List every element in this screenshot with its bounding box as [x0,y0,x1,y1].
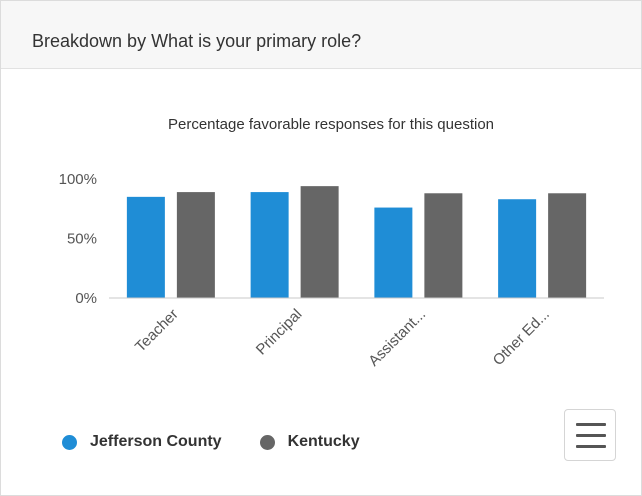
legend-swatch-jefferson-county [62,434,77,450]
x-tick-label: Assistant... [365,306,429,370]
bar-jefferson-county-3[interactable] [498,199,537,298]
legend-label-jefferson-county: Jefferson County [90,433,222,450]
bar-kentucky-0[interactable] [176,192,215,298]
bar-jefferson-county-2[interactable] [374,207,413,298]
legend-item-jefferson-county[interactable]: Jefferson County [62,433,222,451]
card-header: Breakdown by What is your primary role? [1,1,641,69]
bar-kentucky-1[interactable] [300,186,339,298]
legend: Jefferson County Kentucky [62,432,398,452]
chart-title: Percentage favorable responses for this … [168,116,494,133]
x-tick-label: Teacher [132,306,182,356]
y-tick-label: 100% [59,171,97,188]
legend-swatch-kentucky [259,434,275,450]
y-tick-label: 50% [67,231,97,248]
bar-jefferson-county-0[interactable] [126,196,165,298]
x-tick-label: Other Ed... [490,306,553,369]
x-axis-labels: Teacher Principal Assistant... Other Ed... [132,306,553,370]
x-tick-label: Principal [253,306,306,359]
chart-menu-button[interactable] [564,409,616,461]
legend-item-kentucky[interactable]: Kentucky [259,433,360,451]
legend-label-kentucky: Kentucky [287,433,360,450]
y-tick-label: 0% [75,290,97,307]
bar-kentucky-3[interactable] [548,193,587,298]
card-title: Breakdown by What is your primary role? [32,31,362,51]
bar-jefferson-county-1[interactable] [250,192,289,298]
bars [126,186,587,298]
bar-kentucky-2[interactable] [424,193,463,298]
y-axis-ticks: 0% 50% 100% [59,171,97,307]
